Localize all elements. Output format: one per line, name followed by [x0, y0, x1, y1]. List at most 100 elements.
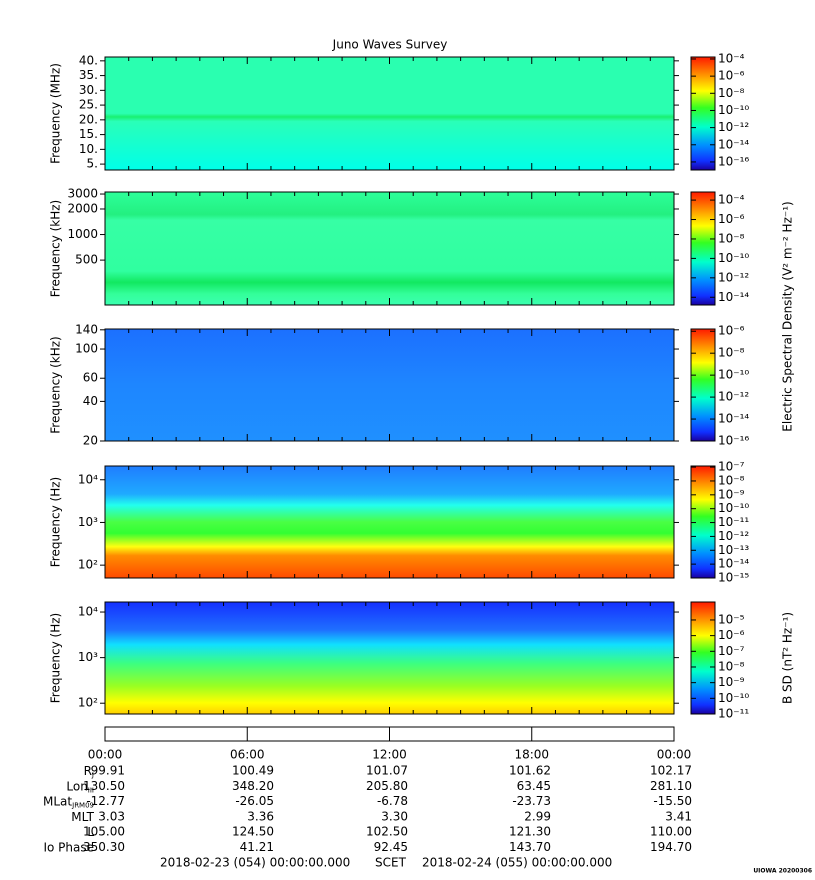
ephemeris-label-sub: III — [88, 786, 94, 794]
ephemeris-value: -6.78 — [377, 794, 408, 808]
ephemeris-label: L — [87, 825, 94, 839]
y-axis-label: Frequency (kHz) — [49, 336, 63, 433]
ephemeris-value: 41.21 — [240, 840, 274, 854]
colorbar-tick-label: 10⁻¹⁵ — [718, 571, 749, 585]
y-tick-label: 10² — [78, 558, 98, 572]
ephemeris-value: -15.50 — [653, 794, 692, 808]
colorbar-tick-label: 10⁻¹⁰ — [718, 691, 749, 705]
y-tick-label: 60 — [83, 371, 98, 385]
ephemeris-label-sub: J — [91, 771, 94, 779]
y-axis-label: Frequency (kHz) — [49, 200, 63, 297]
colorbar-tick-label: 10⁻¹⁴ — [718, 557, 749, 571]
y-tick-label: 25. — [79, 98, 98, 112]
time-tick-label: 00:00 — [88, 748, 123, 762]
colorbar-tick-label: 10⁻⁶ — [718, 212, 745, 226]
colorbar-tick-label: 10⁻⁹ — [718, 487, 745, 501]
colorbar-frame — [690, 56, 716, 171]
ephemeris-value: 92.45 — [374, 840, 408, 854]
ephemeris-label: MLatJRM09 — [43, 794, 94, 810]
spectrogram — [105, 57, 674, 170]
y-tick-label: 500 — [75, 253, 98, 267]
ephemeris-value: 3.30 — [381, 809, 408, 823]
colorbar-tick-label: 10⁻⁸ — [718, 231, 745, 245]
y-tick-label: 20 — [83, 434, 98, 448]
ephemeris-label-text: L — [87, 825, 94, 839]
stamp: UIOWA 20200306 — [753, 868, 812, 875]
colorbar-tick-label: 10⁻¹⁰ — [718, 103, 749, 117]
colorbar-tick-label: 10⁻¹² — [718, 390, 749, 404]
figure-title: Juno Waves Survey — [332, 38, 448, 52]
ephemeris-value: 100.49 — [232, 764, 274, 778]
colorbar-tick-label: 10⁻¹² — [718, 270, 749, 284]
y-tick-label: 140 — [75, 322, 98, 336]
ephemeris-value: -26.05 — [235, 794, 274, 808]
colorbar — [691, 57, 715, 170]
colorbar-label: Electric Spectral Density (V² m⁻² Hz⁻¹) — [781, 201, 795, 431]
ephemeris-value: 105.00 — [83, 825, 125, 839]
ephemeris-label-text: MLat — [43, 794, 72, 808]
colorbar — [691, 192, 715, 305]
spectrogram — [105, 329, 674, 441]
colorbar-tick-label: 10⁻⁸ — [718, 659, 745, 673]
ephemeris-label: Io Phase — [43, 840, 94, 854]
colorbar-tick-label: 10⁻¹⁴ — [718, 412, 749, 426]
y-axis-label: Frequency (MHz) — [49, 63, 63, 164]
ephemeris-label: LonIII — [66, 779, 94, 795]
colorbar-tick-label: 10⁻¹³ — [718, 543, 749, 557]
y-tick-label: 10³ — [78, 515, 98, 529]
ephemeris-value: 110.00 — [650, 825, 692, 839]
ephemeris-value: -23.73 — [512, 794, 551, 808]
ephemeris-value: -12.77 — [86, 794, 125, 808]
colorbar-frame — [690, 601, 716, 715]
colorbar-tick-label: 10⁻¹¹ — [718, 515, 749, 529]
colorbar-tick-label: 10⁻¹⁶ — [718, 154, 749, 168]
colorbar-tick-label: 10⁻⁷ — [718, 644, 745, 658]
time-tick-label: 18:00 — [514, 748, 549, 762]
y-tick-label: 10² — [78, 696, 98, 710]
ephemeris-value: 3.03 — [98, 809, 125, 823]
colorbar-label: B SD (nT² Hz⁻¹) — [781, 612, 795, 704]
y-tick-label: 100 — [75, 342, 98, 356]
y-tick-label: 10⁴ — [78, 605, 98, 619]
colorbar-tick-label: 10⁻⁴ — [718, 193, 745, 207]
y-tick-label: 5. — [87, 157, 98, 171]
y-tick-label: 35. — [79, 68, 98, 82]
y-tick-label: 3000 — [67, 187, 98, 201]
colorbar-tick-label: 10⁻⁸ — [718, 86, 745, 100]
y-tick-label: 10³ — [78, 650, 98, 664]
ephemeris-value: 3.36 — [247, 809, 274, 823]
colorbar — [691, 602, 715, 714]
y-axis-label: Frequency (Hz) — [49, 477, 63, 568]
colorbar-tick-label: 10⁻⁵ — [718, 612, 745, 626]
y-tick-label: 10. — [79, 142, 98, 156]
y-tick-label: 30. — [79, 83, 98, 97]
colorbar-tick-label: 10⁻⁶ — [718, 69, 745, 83]
ephemeris-value: 350.30 — [83, 840, 125, 854]
y-tick-label: 1000 — [67, 227, 98, 241]
footer-start: 2018-02-23 (054) 00:00:00.000 — [160, 856, 350, 870]
ephemeris-value: 101.62 — [509, 764, 551, 778]
ephemeris-value: 102.17 — [650, 764, 692, 778]
ephemeris-value: 194.70 — [650, 840, 692, 854]
colorbar-tick-label: 10⁻⁸ — [718, 473, 745, 487]
time-tick-label: 00:00 — [657, 748, 692, 762]
y-tick-label: 10⁴ — [78, 472, 98, 486]
footer-scet: SCET — [375, 856, 407, 870]
time-tick-label: 06:00 — [230, 748, 265, 762]
colorbar-frame — [690, 328, 716, 442]
ephemeris-value: 121.30 — [509, 825, 551, 839]
footer-end: 2018-02-24 (055) 00:00:00.000 — [422, 856, 612, 870]
ephemeris-value: 205.80 — [366, 779, 408, 793]
colorbar — [691, 466, 715, 578]
ephemeris-value: 99.91 — [91, 764, 125, 778]
colorbar — [691, 329, 715, 441]
colorbar-tick-label: 10⁻⁶ — [718, 324, 745, 338]
y-tick-label: 40. — [79, 53, 98, 67]
y-tick-label: 15. — [79, 127, 98, 141]
colorbar-tick-label: 10⁻¹⁰ — [718, 251, 749, 265]
spectrogram — [105, 466, 674, 578]
colorbar-tick-label: 10⁻¹⁰ — [718, 501, 749, 515]
ephemeris-label: RJ — [84, 764, 94, 780]
ephemeris-value: 348.20 — [232, 779, 274, 793]
colorbar-tick-label: 10⁻¹⁴ — [718, 290, 749, 304]
